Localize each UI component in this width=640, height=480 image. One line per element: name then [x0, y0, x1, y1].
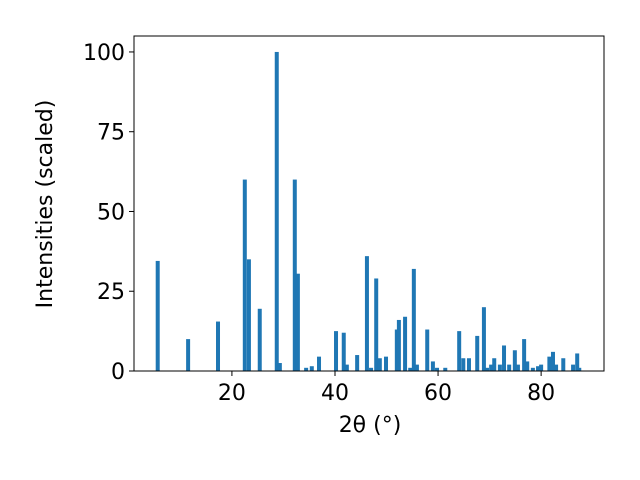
- bar: [344, 364, 349, 371]
- bar: [525, 361, 530, 371]
- bar: [408, 367, 413, 371]
- plot-frame: [133, 35, 605, 372]
- bar: [246, 259, 251, 371]
- bar: [309, 366, 314, 371]
- bar: [507, 364, 512, 371]
- bar: [155, 260, 160, 371]
- bar: [571, 364, 576, 371]
- bar: [384, 356, 389, 371]
- bar: [216, 321, 221, 371]
- bar: [530, 367, 535, 371]
- bar: [411, 268, 416, 371]
- bar: [492, 358, 497, 371]
- bar: [334, 331, 339, 371]
- bar: [414, 364, 419, 371]
- x-axis-label: 2θ (°): [339, 413, 402, 438]
- bar: [489, 364, 494, 371]
- bar: [554, 364, 559, 371]
- y-tick-label: 75: [97, 121, 125, 146]
- y-tick-label: 25: [97, 280, 125, 305]
- bar: [430, 361, 435, 371]
- bar: [466, 358, 471, 371]
- bar: [457, 331, 462, 371]
- y-tick-label: 50: [97, 200, 125, 225]
- bar: [512, 350, 517, 371]
- bar: [522, 339, 527, 371]
- bar: [374, 278, 379, 371]
- x-tick-label: 80: [527, 381, 555, 406]
- bar: [443, 367, 448, 371]
- y-axis-label: Intensities (scaled): [33, 100, 58, 309]
- bar: [515, 364, 520, 371]
- bar: [577, 367, 582, 371]
- bar: [304, 367, 309, 371]
- bar: [377, 358, 382, 371]
- bar: [536, 366, 541, 371]
- bar: [292, 179, 297, 371]
- bar: [475, 335, 480, 371]
- bar: [369, 367, 374, 371]
- bar: [242, 179, 247, 371]
- x-tick-label: 40: [321, 381, 349, 406]
- bar: [547, 356, 552, 371]
- bar: [355, 355, 360, 371]
- y-tick-label: 0: [111, 360, 125, 385]
- bar: [341, 332, 346, 371]
- bar: [461, 358, 466, 371]
- bar: [186, 339, 191, 371]
- bar: [481, 307, 486, 371]
- bar: [396, 319, 401, 371]
- bar: [277, 363, 282, 371]
- bar: [485, 367, 490, 371]
- bar: [539, 364, 544, 371]
- bar: [317, 356, 322, 371]
- bar: [394, 329, 399, 371]
- bar: [561, 358, 566, 371]
- y-tick-label: 100: [83, 41, 125, 66]
- bar: [364, 256, 369, 371]
- bar: [435, 367, 440, 371]
- bar: [274, 51, 279, 371]
- bar: [295, 273, 300, 371]
- bar: [502, 345, 507, 371]
- bar: [403, 316, 408, 371]
- x-tick-label: 20: [218, 381, 246, 406]
- bar: [425, 329, 430, 371]
- bar: [550, 351, 555, 371]
- x-tick-label: 60: [424, 381, 452, 406]
- bar: [575, 353, 580, 371]
- bar: [497, 364, 502, 371]
- bar: [257, 308, 262, 371]
